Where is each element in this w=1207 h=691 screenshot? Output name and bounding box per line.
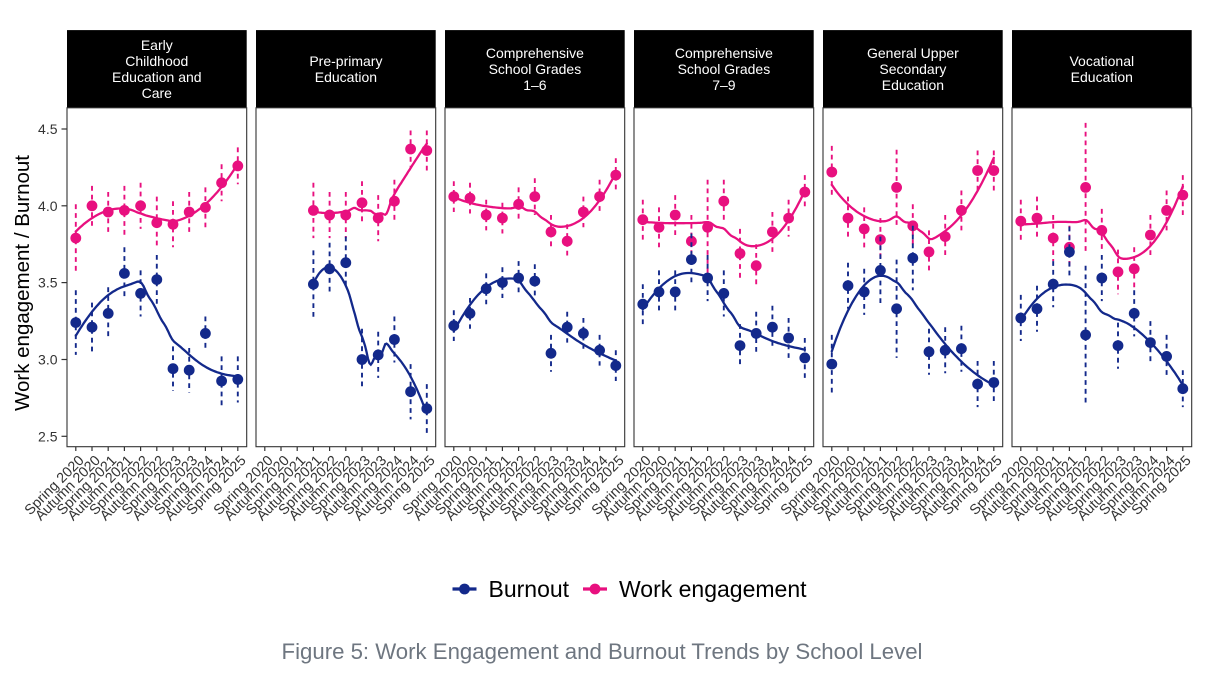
- svg-text:Work engagement: Work engagement: [619, 576, 807, 602]
- svg-text:Secondary: Secondary: [879, 61, 946, 77]
- svg-text:1–6: 1–6: [523, 77, 547, 93]
- svg-text:Comprehensive: Comprehensive: [486, 45, 584, 61]
- svg-text:3.5: 3.5: [38, 275, 58, 291]
- svg-text:Childhood: Childhood: [125, 53, 188, 69]
- svg-text:4.0: 4.0: [38, 198, 58, 214]
- svg-text:Figure 5: Work Engagement and: Figure 5: Work Engagement and Burnout Tr…: [282, 639, 923, 664]
- svg-text:Education and: Education and: [112, 69, 202, 85]
- svg-text:Education: Education: [882, 77, 944, 93]
- svg-text:4.5: 4.5: [38, 121, 58, 137]
- svg-text:3.0: 3.0: [38, 352, 58, 368]
- svg-text:Pre-primary: Pre-primary: [309, 53, 382, 69]
- svg-text:7–9: 7–9: [712, 77, 736, 93]
- svg-text:Care: Care: [142, 85, 173, 101]
- svg-text:Education: Education: [315, 69, 377, 85]
- svg-text:School Grades: School Grades: [489, 61, 582, 77]
- svg-text:Work engagement / Burnout: Work engagement / Burnout: [11, 155, 34, 411]
- svg-text:General Upper: General Upper: [867, 45, 959, 61]
- svg-text:Early: Early: [141, 37, 173, 53]
- svg-text:School Grades: School Grades: [678, 61, 771, 77]
- svg-text:Education: Education: [1071, 69, 1133, 85]
- svg-text:Vocational: Vocational: [1069, 53, 1134, 69]
- svg-text:2.5: 2.5: [38, 428, 58, 444]
- svg-text:Burnout: Burnout: [489, 576, 570, 602]
- svg-text:Comprehensive: Comprehensive: [675, 45, 773, 61]
